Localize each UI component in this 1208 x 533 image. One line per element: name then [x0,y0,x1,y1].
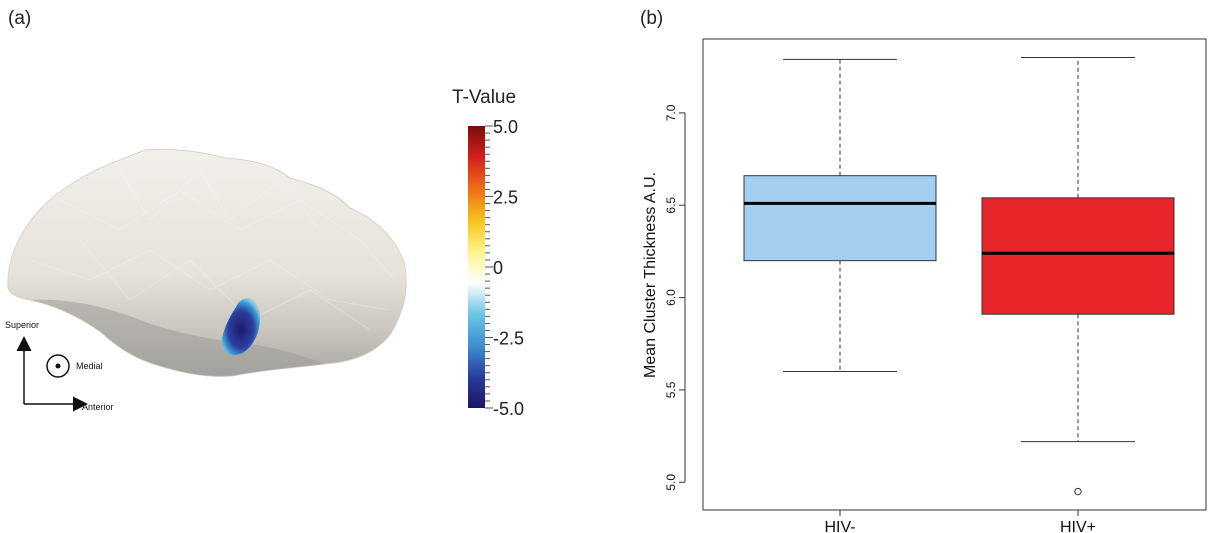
medial-symbol-ring [46,354,70,378]
significant-cluster [221,298,261,356]
superior-label: Superior [5,320,39,330]
box-hiv-positive [981,56,1175,496]
box-iqr [743,175,937,262]
panel-label-b: (b) [640,8,664,29]
x-category-label: HIV- [824,519,855,533]
colorbar-title: T-Value [452,87,516,108]
y-tick-label: 6.0 [664,289,678,306]
colorbar-minor-ticks [485,125,493,409]
box-hiv-negative [743,58,937,372]
y-axis: 5.0 5.5 6.0 6.5 7.0 [664,104,686,491]
brain-shadow [30,299,325,377]
y-tick-label: 5.5 [664,381,678,398]
surface-mesh [29,169,396,331]
brain-surface-figure: T-Value 5.0 2.5 0 -2.5 -5.0 Superior Anterio… [5,87,524,419]
outlier-point [1074,487,1082,496]
medial-label: Medial [76,361,103,371]
box-iqr [981,197,1175,315]
colorbar-tick-label: 0 [493,258,503,278]
x-axis-labels: HIV- HIV+ [824,510,1096,533]
y-tick-label: 5.0 [664,474,678,491]
y-axis-label: Mean Cluster Thickness A.U. [642,172,659,378]
colorbar-tick-label: 5.0 [493,117,518,137]
colorbar-tick-label: -2.5 [493,329,524,349]
colorbar [468,126,485,408]
boxplot-series [743,56,1175,496]
colorbar-tick-label: -5.0 [493,399,524,419]
colorbar-tick-label: 2.5 [493,188,518,208]
plot-frame [702,38,1207,511]
y-tick-label: 7.0 [664,104,678,121]
anterior-label: Anterior [82,402,114,412]
medial-symbol-dot [55,363,61,369]
colorbar-tick-labels: 5.0 2.5 0 -2.5 -5.0 [493,117,524,419]
x-category-label: HIV+ [1060,519,1096,533]
panel-label-a: (a) [8,8,32,29]
y-tick-label: 6.5 [664,197,678,214]
